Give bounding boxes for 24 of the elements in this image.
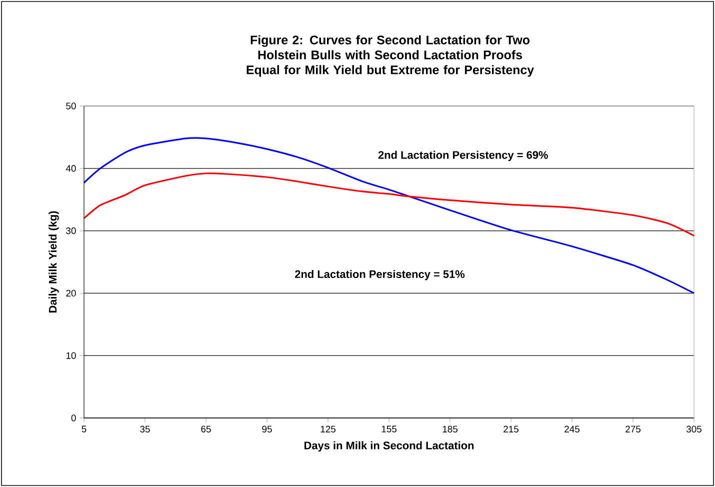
line-series — [83, 137, 695, 294]
x-tick-label: 245 — [564, 426, 580, 432]
y-tick-label: 0 — [71, 414, 76, 422]
x-tick-label: 275 — [626, 426, 641, 432]
x-tick-label: 155 — [382, 426, 397, 432]
y-tick-label: 20 — [66, 290, 76, 297]
x-tick-label: 305 — [686, 426, 702, 432]
x-tick-label: 5 — [82, 426, 86, 432]
y-tick-label: 50 — [66, 102, 76, 110]
chart-title: Figure 2: Curves for Second Lactation for Two Holstein Bulls with Second Lactation Proofs Equal for Milk Yield but Extreme for Persistency — [246, 35, 534, 77]
x-tick-label: 125 — [320, 426, 336, 432]
y-axis-title: Daily Milk Yield (kg) — [48, 211, 59, 313]
x-tick-label: 65 — [201, 426, 211, 432]
x-tick-label: 215 — [504, 426, 519, 432]
y-tick-label: 10 — [66, 352, 76, 359]
annotation: 2nd Lactation Persistency = 69% — [378, 150, 548, 162]
x-tick-label: 95 — [262, 426, 272, 432]
line-series — [83, 172, 695, 237]
y-tick-label: 40 — [66, 165, 76, 172]
x-tick-label: 185 — [442, 426, 458, 432]
x-axis-title: Days in Milk in Second Lactation — [304, 441, 474, 452]
y-tick-label: 30 — [66, 227, 76, 234]
annotation: 2nd Lactation Persistency = 51% — [295, 270, 465, 280]
x-tick-label: 35 — [140, 426, 150, 432]
